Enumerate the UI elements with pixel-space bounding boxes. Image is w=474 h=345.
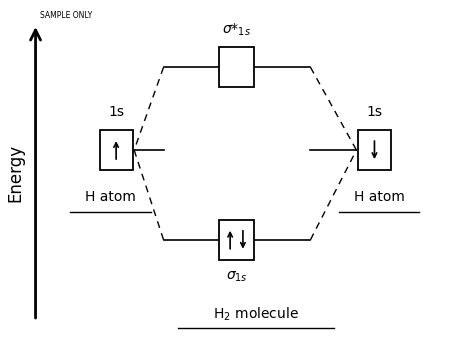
Text: H$_2$ molecule: H$_2$ molecule <box>213 305 299 323</box>
Bar <box>219 47 254 87</box>
Text: $\sigma$*$_{1s}$: $\sigma$*$_{1s}$ <box>222 21 251 38</box>
Text: H atom: H atom <box>354 190 405 204</box>
Text: Energy: Energy <box>6 144 24 201</box>
Bar <box>100 130 133 170</box>
Bar <box>358 130 391 170</box>
Bar <box>219 220 254 259</box>
Text: $\sigma_{1s}$: $\sigma_{1s}$ <box>226 269 247 284</box>
Text: 1s: 1s <box>108 105 124 119</box>
Text: SAMPLE ONLY: SAMPLE ONLY <box>40 11 92 20</box>
Text: 1s: 1s <box>366 105 383 119</box>
Text: H atom: H atom <box>85 190 136 204</box>
